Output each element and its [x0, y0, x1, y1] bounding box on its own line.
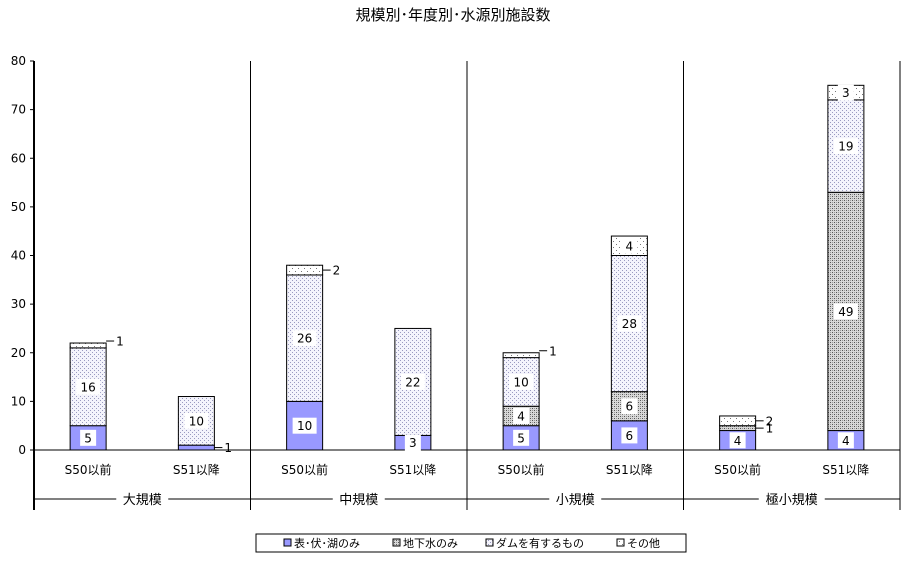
data-label: 1 — [116, 335, 124, 349]
category-label: S50以前 — [498, 462, 545, 477]
label-box — [837, 432, 854, 449]
data-label: 1 — [549, 344, 557, 358]
data-label: 10 — [297, 419, 312, 433]
legend-swatch — [283, 538, 292, 547]
label-box — [509, 373, 534, 390]
data-label: 26 — [297, 332, 312, 346]
category-label: S50以前 — [714, 462, 761, 477]
data-label: 4 — [734, 434, 742, 448]
data-label: 49 — [838, 305, 853, 319]
data-label: 2 — [766, 414, 774, 428]
bar-segment — [177, 444, 215, 451]
legend-label: 表･伏･湖のみ — [294, 536, 360, 550]
label-box — [513, 407, 530, 424]
y-tick-label: 60 — [11, 151, 26, 165]
label-box — [404, 434, 421, 451]
group-label: 大規模 — [123, 493, 162, 508]
label-box — [837, 84, 854, 101]
y-tick-label: 50 — [11, 200, 26, 214]
legend-box — [255, 533, 687, 553]
label-box — [80, 429, 97, 446]
bar-segment — [719, 415, 757, 427]
category-label: S51以降 — [389, 463, 436, 477]
label-box — [621, 398, 638, 415]
data-label: 6 — [626, 400, 634, 414]
chart-title: 規模別･年度別･水源別施設数 — [355, 6, 551, 24]
y-tick-label: 0 — [18, 443, 26, 457]
data-label: 3 — [409, 436, 417, 450]
data-label: 22 — [405, 375, 420, 389]
data-label: 19 — [838, 140, 853, 154]
label-box — [833, 138, 858, 155]
group-label: 極小規模 — [766, 492, 818, 508]
category-label: S50以前 — [281, 462, 328, 477]
legend-label: その他 — [627, 537, 660, 550]
legend-label: ダムを有するもの — [496, 536, 584, 550]
label-box — [76, 378, 101, 395]
data-label: 5 — [84, 431, 92, 445]
label-box — [184, 412, 209, 429]
data-label: 4 — [517, 409, 525, 423]
data-label: 5 — [517, 431, 525, 445]
bar-segment — [286, 264, 324, 276]
group-label: 中規模 — [339, 493, 378, 508]
data-label: 4 — [842, 434, 850, 448]
y-tick-label: 10 — [11, 394, 26, 408]
label-box — [729, 432, 746, 449]
data-label: 4 — [626, 239, 634, 253]
label-box — [621, 237, 638, 254]
data-label: 2 — [333, 264, 341, 278]
category-label: S51以降 — [173, 463, 220, 477]
label-box — [833, 303, 858, 320]
bar-segment — [69, 342, 107, 349]
category-label: S50以前 — [65, 462, 112, 477]
y-tick-label: 20 — [11, 346, 26, 360]
y-tick-label: 40 — [11, 249, 26, 263]
legend-swatch — [485, 538, 494, 547]
legend-swatch — [616, 538, 625, 547]
y-tick-label: 80 — [11, 54, 26, 68]
y-tick-label: 70 — [11, 103, 26, 117]
legend-swatch — [392, 538, 401, 547]
bar-segment — [502, 352, 540, 359]
y-tick-label: 30 — [11, 297, 26, 311]
label-box — [292, 417, 317, 434]
data-label: 16 — [80, 380, 95, 394]
label-box — [292, 330, 317, 347]
data-label: 6 — [626, 429, 634, 443]
category-label: S51以降 — [606, 463, 653, 477]
data-label: 1 — [766, 422, 774, 436]
data-label: 28 — [622, 317, 637, 331]
data-label: 10 — [189, 414, 204, 428]
group-label: 小規模 — [556, 493, 595, 508]
data-label: 3 — [842, 86, 850, 100]
category-label: S51以降 — [822, 463, 869, 477]
label-box — [513, 429, 530, 446]
label-box — [621, 427, 638, 444]
label-box — [400, 373, 425, 390]
data-label: 1 — [224, 441, 232, 455]
label-box — [617, 315, 642, 332]
data-label: 10 — [513, 375, 528, 389]
bar-segment — [719, 425, 757, 432]
legend-label: 地下水のみ — [403, 537, 458, 550]
